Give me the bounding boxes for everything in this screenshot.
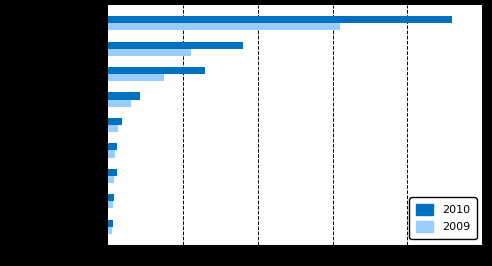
Bar	[108, 41, 243, 49]
Bar	[108, 49, 190, 56]
Bar	[108, 125, 118, 132]
Legend: 2010, 2009: 2010, 2009	[409, 197, 477, 239]
Bar	[108, 16, 452, 23]
Bar	[108, 220, 114, 227]
Bar	[108, 194, 114, 201]
Bar	[108, 23, 340, 30]
Bar	[108, 151, 115, 157]
Bar	[108, 118, 122, 125]
Bar	[108, 93, 140, 99]
Bar	[108, 169, 117, 176]
Bar	[108, 143, 117, 151]
Bar	[108, 67, 206, 74]
Bar	[108, 99, 131, 107]
Bar	[108, 201, 113, 209]
Bar	[108, 176, 114, 183]
Bar	[108, 74, 164, 81]
Bar	[108, 227, 112, 234]
